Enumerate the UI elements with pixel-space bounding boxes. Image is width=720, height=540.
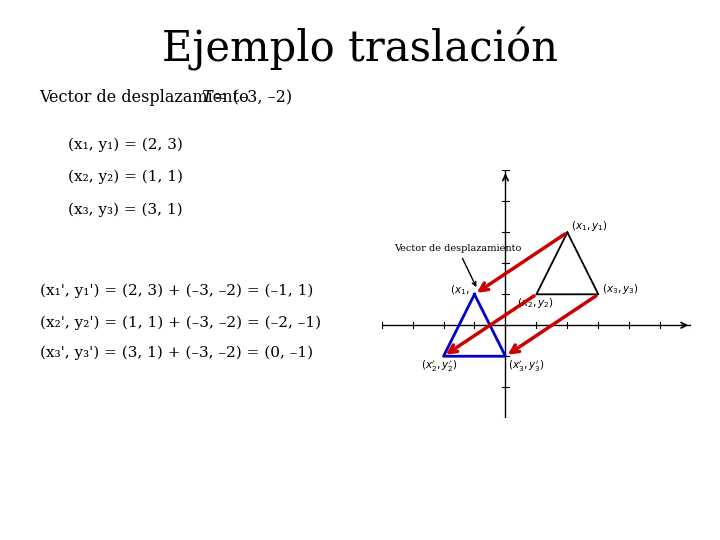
Text: T: T xyxy=(202,89,212,106)
Text: Vector de desplazamiento: Vector de desplazamiento xyxy=(394,244,521,286)
Text: $(x_1, y_1)$: $(x_1, y_1)$ xyxy=(571,219,608,233)
Text: $(x_3, y_3)$: $(x_3, y_3)$ xyxy=(602,282,639,296)
Text: $(x_3', y_3')$: $(x_3', y_3')$ xyxy=(508,359,544,374)
Text: Ejemplo traslación: Ejemplo traslación xyxy=(162,27,558,71)
Text: $(x_2, y_2)$: $(x_2, y_2)$ xyxy=(516,296,553,310)
Text: (x₁', y₁') = (2, 3) + (–3, –2) = (–1, 1): (x₁', y₁') = (2, 3) + (–3, –2) = (–1, 1) xyxy=(40,284,313,298)
Text: $(x_1,$: $(x_1,$ xyxy=(450,283,469,296)
Text: (x₁, y₁) = (2, 3): (x₁, y₁) = (2, 3) xyxy=(68,138,184,152)
Text: Vector de desplazamiento: Vector de desplazamiento xyxy=(40,89,254,106)
Text: = (–3, –2): = (–3, –2) xyxy=(209,89,292,106)
Text: (x₃, y₃) = (3, 1): (x₃, y₃) = (3, 1) xyxy=(68,202,183,217)
Text: (x₂', y₂') = (1, 1) + (–3, –2) = (–2, –1): (x₂', y₂') = (1, 1) + (–3, –2) = (–2, –1… xyxy=(40,316,320,330)
Text: (x₂, y₂) = (1, 1): (x₂, y₂) = (1, 1) xyxy=(68,170,184,185)
Text: $(x_2', y_2')$: $(x_2', y_2')$ xyxy=(420,359,457,374)
Text: (x₃', y₃') = (3, 1) + (–3, –2) = (0, –1): (x₃', y₃') = (3, 1) + (–3, –2) = (0, –1) xyxy=(40,346,312,360)
